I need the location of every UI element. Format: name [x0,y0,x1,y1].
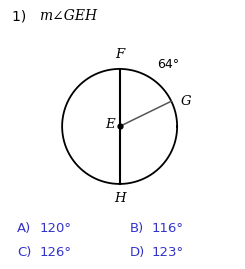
Text: A): A) [17,222,31,235]
Text: F: F [115,48,124,61]
Text: m∠GEH: m∠GEH [39,9,97,23]
Text: B): B) [130,222,144,235]
Text: G: G [181,95,191,108]
Text: 64°: 64° [157,58,179,71]
Text: H: H [114,192,125,205]
Text: 120°: 120° [39,222,71,235]
Text: D): D) [130,246,145,259]
Text: 123°: 123° [152,246,184,259]
Text: C): C) [17,246,32,259]
Text: 116°: 116° [152,222,184,235]
Text: 126°: 126° [39,246,71,259]
Text: 1): 1) [12,9,35,23]
Text: E: E [106,118,115,131]
